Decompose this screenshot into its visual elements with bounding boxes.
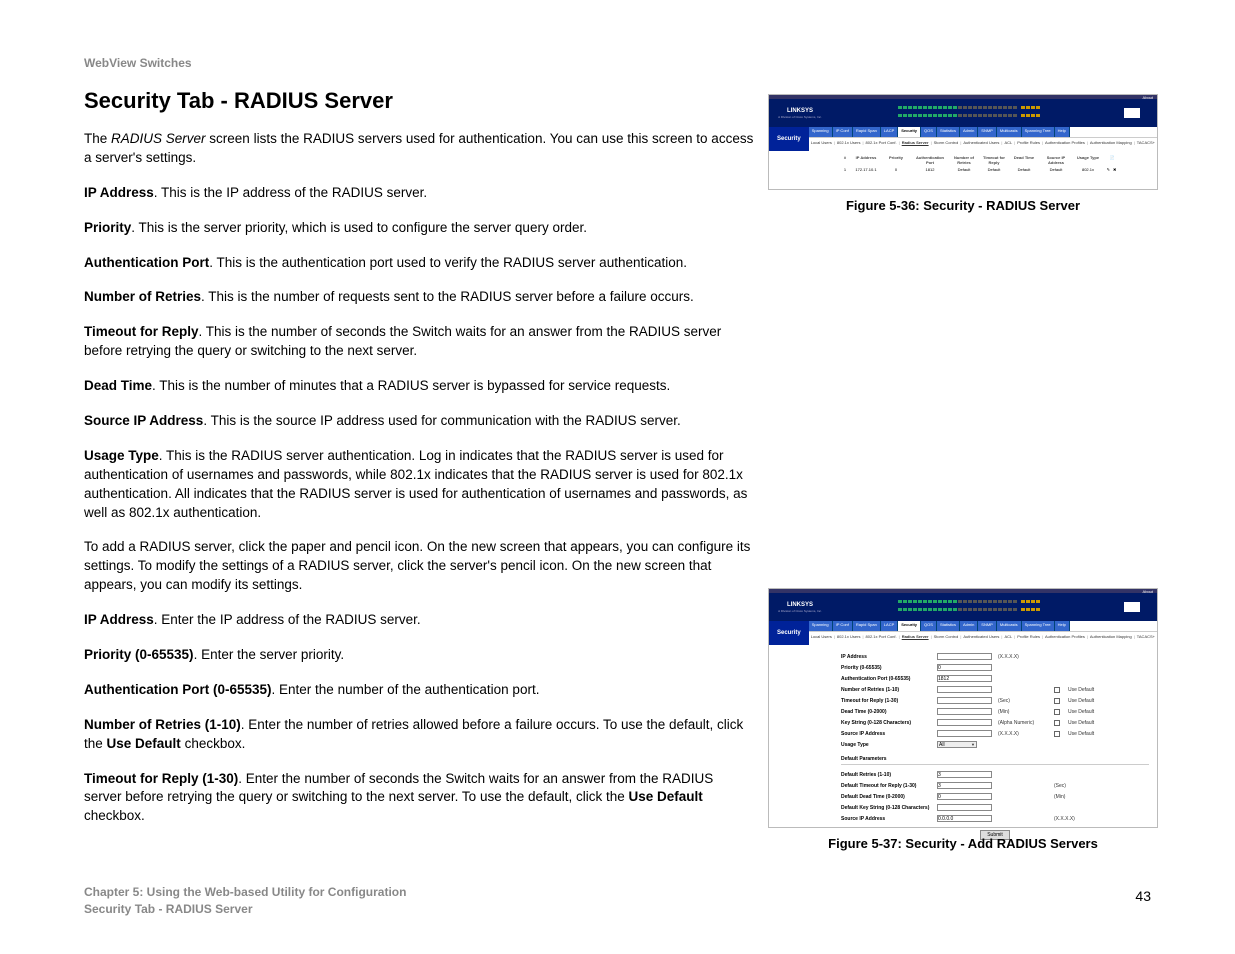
footer-left: Chapter 5: Using the Web-based Utility f… xyxy=(84,884,406,918)
tab-item[interactable]: SNMP xyxy=(978,127,997,137)
subtab-link[interactable]: Authenticated Users xyxy=(963,140,999,145)
entry-auth-port: Authentication Port (0-65535). Enter the… xyxy=(84,681,754,700)
subtab-link[interactable]: Storm Control xyxy=(934,140,959,145)
tab-item[interactable]: Help xyxy=(1055,127,1070,137)
def-timeout-input[interactable]: 3 xyxy=(937,782,992,789)
entry-timeout: Timeout for Reply (1-30). Enter the numb… xyxy=(84,770,754,827)
tab-item[interactable]: Spanning xyxy=(809,127,833,137)
sub-tabs: Local Users| 802.1x Users| 802.1x Port C… xyxy=(809,137,1157,147)
header-label: WebView Switches xyxy=(84,56,192,70)
brand-header: LINKSYS A Division of Cisco Systems, Inc… xyxy=(769,593,1157,621)
tab-security[interactable]: Security xyxy=(898,127,921,137)
dead-time-input[interactable] xyxy=(937,708,992,715)
section-nav: Security Spanning IP Conf Rapid Span LAC… xyxy=(769,621,1157,645)
table-row: 1 172.17.10.1 0 1812 Default Default Def… xyxy=(841,167,1149,172)
sub-tabs: Local Users| 802.1x Users| 802.1x Port C… xyxy=(809,631,1157,641)
intro-paragraph: The RADIUS Server screen lists the RADIU… xyxy=(84,130,754,168)
subtab-link[interactable]: 802.1x Port Conf. xyxy=(866,140,897,145)
def-key-input[interactable] xyxy=(937,804,992,811)
subtab-link[interactable]: Local Users xyxy=(811,140,832,145)
brand-header: LINKSYS A Division of Cisco Systems, Inc… xyxy=(769,99,1157,127)
def-ip-address: IP Address. This is the IP address of th… xyxy=(84,184,754,203)
figure-5-36: About LINKSYS A Division of Cisco System… xyxy=(768,94,1158,213)
defaults-heading: Default Parameters xyxy=(841,756,1149,762)
figure-caption: Figure 5-37: Security - Add RADIUS Serve… xyxy=(768,836,1158,851)
subtab-link[interactable]: TACACS+ xyxy=(1137,140,1155,145)
window-titlebar: About xyxy=(769,95,1157,99)
def-timeout: Timeout for Reply. This is the number of… xyxy=(84,323,754,361)
tab-item[interactable]: Spanning Tree xyxy=(1022,127,1055,137)
def-dead-time: Dead Time. This is the number of minutes… xyxy=(84,377,754,396)
def-priority: Priority. This is the server priority, w… xyxy=(84,219,754,238)
subtab-link[interactable]: 802.1x Users xyxy=(837,140,861,145)
tab-item[interactable]: LACP xyxy=(881,127,898,137)
use-default-checkbox[interactable] xyxy=(1054,720,1060,726)
screenshot-radius-list: About LINKSYS A Division of Cisco System… xyxy=(768,94,1158,190)
page-number: 43 xyxy=(1135,888,1151,904)
figure-5-37: About LINKSYS A Division of Cisco System… xyxy=(768,588,1158,851)
section-title: Security xyxy=(769,621,809,645)
window-titlebar: About xyxy=(769,589,1157,593)
def-src-input[interactable]: 0.0.0.0 xyxy=(937,815,992,822)
timeout-input[interactable] xyxy=(937,697,992,704)
brand-logo: LINKSYS A Division of Cisco Systems, Inc… xyxy=(769,593,831,621)
port-indicator-panel xyxy=(831,593,1107,621)
subtab-link[interactable]: Profile Rules xyxy=(1017,140,1040,145)
main-tabs: Spanning IP Conf Rapid Span LACP Securit… xyxy=(809,621,1157,631)
screenshot-add-radius: About LINKSYS A Division of Cisco System… xyxy=(768,588,1158,828)
model-label xyxy=(1107,99,1157,127)
section-title: Security xyxy=(769,127,809,151)
priority-input[interactable]: 0 xyxy=(937,664,992,671)
model-label xyxy=(1107,593,1157,621)
page-title: Security Tab - RADIUS Server xyxy=(84,88,393,114)
retries-input[interactable] xyxy=(937,686,992,693)
use-default-checkbox[interactable] xyxy=(1054,698,1060,704)
table-header: # IP Address Priority Authentication Por… xyxy=(841,155,1149,165)
entry-retries: Number of Retries (1-10). Enter the numb… xyxy=(84,716,754,754)
footer-chapter: Chapter 5: Using the Web-based Utility f… xyxy=(84,884,406,901)
howto-paragraph: To add a RADIUS server, click the paper … xyxy=(84,538,754,595)
row-action-icons[interactable]: ✎ ✖ xyxy=(1105,167,1119,172)
use-default-checkbox[interactable] xyxy=(1054,709,1060,715)
subtab-link[interactable]: ACL xyxy=(1004,140,1012,145)
use-default-checkbox[interactable] xyxy=(1054,731,1060,737)
usage-type-select[interactable]: All xyxy=(937,741,977,748)
port-indicator-panel xyxy=(831,99,1107,127)
footer-section: Security Tab - RADIUS Server xyxy=(84,901,406,918)
entry-ip-address: IP Address. Enter the IP address of the … xyxy=(84,611,754,630)
figure-caption: Figure 5-36: Security - RADIUS Server xyxy=(768,198,1158,213)
radius-table: # IP Address Priority Authentication Por… xyxy=(769,151,1157,180)
use-default-checkbox[interactable] xyxy=(1054,687,1060,693)
main-content: The RADIUS Server screen lists the RADIU… xyxy=(84,130,754,842)
subtab-radius-server[interactable]: Radius Server xyxy=(902,140,929,145)
key-string-input[interactable] xyxy=(937,719,992,726)
def-usage-type: Usage Type. This is the RADIUS server au… xyxy=(84,447,754,523)
source-ip-input[interactable] xyxy=(937,730,992,737)
def-retries-input[interactable]: 3 xyxy=(937,771,992,778)
entry-priority: Priority (0-65535). Enter the server pri… xyxy=(84,646,754,665)
auth-port-input[interactable]: 1812 xyxy=(937,675,992,682)
section-nav: Security Spanning IP Conf Rapid Span LAC… xyxy=(769,127,1157,151)
add-icon[interactable]: 📄 xyxy=(1105,155,1119,165)
def-source-ip: Source IP Address. This is the source IP… xyxy=(84,412,754,431)
tab-item[interactable]: Rapid Span xyxy=(853,127,881,137)
def-retries: Number of Retries. This is the number of… xyxy=(84,288,754,307)
ip-input[interactable] xyxy=(937,653,992,660)
def-auth-port: Authentication Port. This is the authent… xyxy=(84,254,754,273)
main-tabs: Spanning IP Conf Rapid Span LACP Securit… xyxy=(809,127,1157,137)
radius-form: IP Address(X.X.X.X) Priority (0-65535)0 … xyxy=(769,645,1157,848)
tab-item[interactable]: Statistics xyxy=(937,127,960,137)
tab-item[interactable]: QOS xyxy=(921,127,937,137)
tab-item[interactable]: Multicasts xyxy=(997,127,1022,137)
tab-item[interactable]: IP Conf xyxy=(833,127,853,137)
subtab-link[interactable]: Authentication Profiles xyxy=(1045,140,1085,145)
def-dead-input[interactable]: 0 xyxy=(937,793,992,800)
tab-item[interactable]: Admin xyxy=(960,127,978,137)
divider xyxy=(841,764,1149,765)
subtab-link[interactable]: Authentication Mapping xyxy=(1090,140,1132,145)
brand-logo: LINKSYS A Division of Cisco Systems, Inc… xyxy=(769,99,831,127)
